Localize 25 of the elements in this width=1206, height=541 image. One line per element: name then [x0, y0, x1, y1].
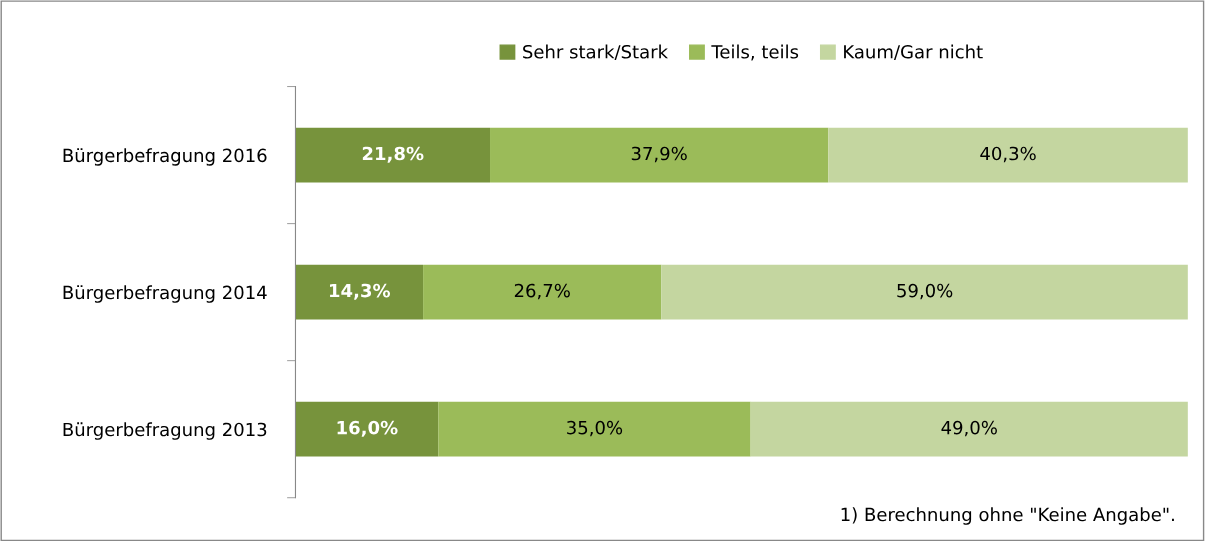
data-label: 35,0%	[567, 420, 623, 437]
y-tick-label: Bürgerbefragung 2013	[63, 422, 267, 440]
data-label: 40,3%	[980, 146, 1036, 163]
bar	[295, 264, 424, 320]
legend-label: Teils, teils	[711, 44, 799, 61]
legend-label: Kaum/Gar nicht	[844, 44, 983, 61]
text: 1) Berechnung ohne "Keine Angabe".	[841, 507, 1174, 525]
bar	[828, 127, 1188, 183]
y-tick-label: Bürgerbefragung 2014	[63, 285, 267, 303]
bar	[295, 127, 491, 183]
data-label: 59,0%	[897, 283, 953, 300]
bar	[750, 401, 1188, 457]
data-label: 16,0%	[337, 420, 398, 437]
legend-label: Sehr stark/Stark	[523, 44, 669, 61]
bar	[295, 401, 439, 457]
data-label: 14,3%	[330, 283, 391, 300]
bar	[490, 127, 829, 183]
data-label: 26,7%	[514, 283, 570, 300]
data-label: 21,8%	[362, 146, 424, 163]
data-label: 49,0%	[941, 420, 997, 437]
bar	[423, 264, 662, 320]
data-label: 37,9%	[631, 146, 687, 163]
bar	[661, 264, 1188, 320]
bar	[438, 401, 751, 457]
y-tick-label: Bürgerbefragung 2016	[63, 148, 267, 166]
